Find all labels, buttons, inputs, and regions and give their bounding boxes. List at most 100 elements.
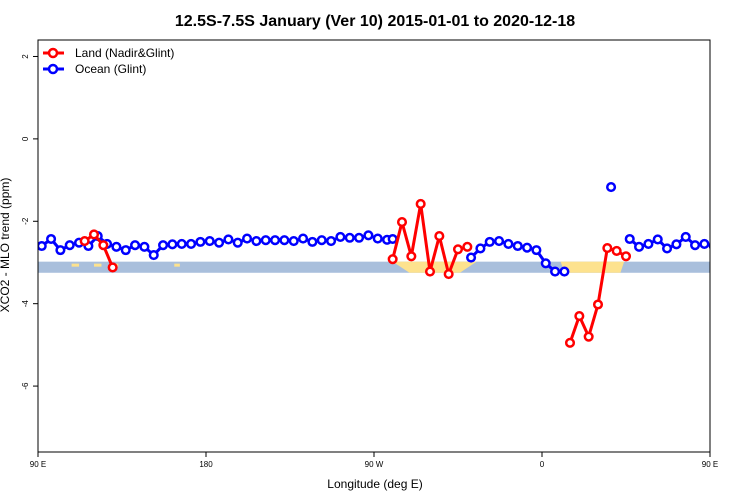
data-point-ocean	[120, 245, 131, 256]
data-point-ocean	[680, 231, 691, 242]
chart-title: 12.5S-7.5S January (Ver 10) 2015-01-01 t…	[175, 13, 575, 30]
data-point-ocean	[662, 243, 673, 254]
data-point-ocean	[326, 236, 337, 247]
data-point-ocean	[111, 241, 122, 252]
data-point-ocean	[363, 230, 374, 241]
data-point-ocean	[643, 238, 654, 249]
data-point-ocean	[46, 233, 57, 245]
data-point-ocean	[64, 240, 75, 251]
y-tick-label: 0	[21, 136, 30, 141]
data-point-ocean	[148, 250, 159, 261]
data-point-ocean	[354, 232, 365, 243]
data-point-land	[583, 331, 594, 342]
y-axis-label: XCO2 - MLO trend (ppm)	[0, 178, 12, 313]
data-point-ocean	[176, 238, 187, 249]
data-point-ocean	[729, 235, 737, 243]
data-point-land	[564, 337, 576, 348]
data-point-ocean	[316, 235, 327, 246]
data-point-ocean	[540, 258, 551, 269]
land-south-america	[392, 261, 477, 273]
legend-land-label: Land (Nadir&Glint)	[75, 46, 174, 60]
data-point-ocean	[204, 236, 215, 247]
data-point-ocean	[690, 240, 701, 251]
series-layer	[38, 182, 746, 348]
data-point-ocean	[719, 242, 727, 250]
data-point-ocean	[130, 240, 141, 251]
ocean-band	[38, 261, 710, 273]
data-point-ocean	[484, 236, 495, 247]
data-point-land	[602, 243, 613, 254]
data-point-ocean	[738, 246, 746, 254]
y-tick-label: -2	[21, 217, 30, 225]
data-point-ocean	[624, 233, 635, 245]
data-point-land	[452, 244, 464, 255]
x-tick-label: 90 E	[702, 460, 718, 469]
legend-ocean-marker	[47, 63, 59, 75]
data-point-ocean	[288, 236, 299, 247]
data-point-land	[415, 198, 426, 210]
data-point-ocean	[494, 236, 505, 247]
x-tick-label: 90 E	[30, 460, 46, 469]
data-point-ocean	[475, 243, 486, 254]
x-tick-label: 90 W	[365, 460, 384, 469]
data-point-land	[462, 241, 473, 252]
data-point-ocean	[167, 239, 178, 250]
series-line-ocean	[628, 235, 710, 250]
data-point-land	[88, 229, 100, 240]
data-point-land	[98, 240, 109, 251]
legend: Land (Nadir&Glint) Ocean (Glint)	[43, 46, 174, 76]
data-point-ocean	[214, 237, 225, 248]
land-speck	[71, 263, 80, 267]
land-speck	[174, 263, 180, 267]
data-point-ocean	[503, 238, 514, 249]
data-point-ocean	[606, 182, 617, 193]
y-tick-label: -6	[21, 382, 30, 390]
data-point-ocean	[466, 252, 477, 263]
data-point-ocean	[652, 234, 663, 245]
data-point-ocean	[550, 266, 561, 277]
y-tick-label: -4	[21, 300, 30, 308]
data-point-ocean	[186, 238, 197, 249]
land-ocean-band	[38, 261, 710, 273]
legend-land-marker	[47, 47, 59, 59]
data-point-ocean	[512, 240, 523, 252]
data-point-land	[443, 268, 454, 280]
data-point-ocean	[335, 231, 346, 242]
data-point-ocean	[344, 232, 355, 243]
data-point-land	[107, 262, 118, 273]
data-point-land	[79, 236, 90, 247]
data-point-land	[396, 217, 408, 228]
data-point-ocean	[387, 233, 398, 245]
series-line-land	[83, 232, 115, 269]
data-point-ocean	[634, 241, 645, 252]
data-point-ocean	[251, 236, 262, 247]
axes: 90 E 180 90 W 0 90 E 2 0 -2 -4 -6	[21, 54, 718, 469]
data-point-land	[620, 251, 632, 262]
series-land	[79, 198, 632, 348]
y-tick-label: 2	[21, 54, 30, 59]
data-point-ocean	[559, 266, 570, 277]
plot-frame	[37, 39, 711, 453]
data-point-land	[574, 310, 585, 322]
land-africa	[560, 261, 625, 273]
data-point-ocean	[158, 240, 169, 251]
x-axis-label: Longitude (deg E)	[327, 477, 422, 491]
data-point-ocean	[307, 236, 318, 247]
x-tick-label: 0	[540, 460, 545, 469]
data-point-ocean	[522, 242, 533, 253]
legend-ocean-label: Ocean (Glint)	[75, 62, 146, 76]
data-point-land	[387, 254, 398, 265]
data-point-land	[406, 251, 417, 262]
data-point-land	[434, 231, 445, 242]
data-point-ocean	[270, 235, 281, 246]
data-point-land	[611, 245, 622, 256]
data-point-ocean	[260, 235, 271, 246]
data-point-ocean	[38, 240, 47, 252]
data-point-land	[424, 266, 436, 277]
x-tick-label: 180	[199, 460, 213, 469]
data-point-land	[592, 299, 604, 310]
data-point-ocean	[139, 241, 150, 252]
data-point-ocean	[531, 245, 542, 256]
data-point-ocean	[298, 233, 309, 244]
